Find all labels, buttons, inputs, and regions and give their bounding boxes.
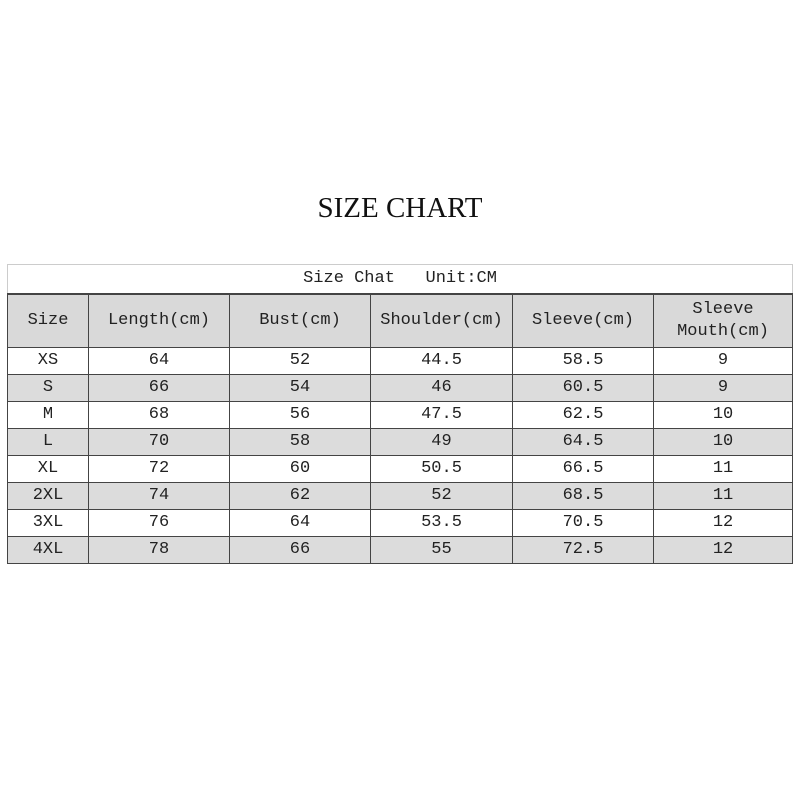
table-cell: L — [7, 428, 89, 456]
table-cell: 52 — [229, 347, 371, 375]
table-cell: 56 — [229, 401, 371, 429]
table-cell: 58.5 — [512, 347, 654, 375]
table-cell: 12 — [652, 536, 794, 564]
table-row: L 70 58 49 64.5 10 — [7, 428, 794, 456]
table-cell: 62 — [229, 482, 371, 510]
table-cell: 53.5 — [370, 509, 513, 537]
table-cell: 58 — [229, 428, 371, 456]
column-header: Sleeve Mouth(cm) — [652, 293, 794, 348]
column-header: Shoulder(cm) — [370, 293, 513, 348]
table-cell: 46 — [370, 374, 513, 402]
table-cell: 66 — [229, 536, 371, 564]
column-header: Sleeve(cm) — [512, 293, 654, 348]
table-cell: 10 — [652, 401, 794, 429]
table-cell: 64.5 — [512, 428, 654, 456]
header-row: Size Length(cm) Bust(cm) Shoulder(cm) Sleeve… — [7, 293, 794, 348]
table-row: 2XL 74 62 52 68.5 11 — [7, 482, 794, 510]
table-cell: 66 — [88, 374, 230, 402]
table-cell: 47.5 — [370, 401, 513, 429]
table-cell: 76 — [88, 509, 230, 537]
table-cell: XS — [7, 347, 89, 375]
table-cell: 68 — [88, 401, 230, 429]
table-cell: M — [7, 401, 89, 429]
table-cell: 3XL — [7, 509, 89, 537]
table-cell: 2XL — [7, 482, 89, 510]
table-cell: 70 — [88, 428, 230, 456]
table-cell: 66.5 — [512, 455, 654, 483]
table-cell: 49 — [370, 428, 513, 456]
table-cell: XL — [7, 455, 89, 483]
size-table: Size Chat Unit:CM Size Length(cm) Bust(cm)… — [6, 264, 794, 564]
table-cell: 74 — [88, 482, 230, 510]
column-header: Bust(cm) — [229, 293, 371, 348]
table-cell: 72 — [88, 455, 230, 483]
table-row: S 66 54 46 60.5 9 — [7, 374, 794, 402]
table-cell: 55 — [370, 536, 513, 564]
table-cell: 64 — [88, 347, 230, 375]
table-cell: 60 — [229, 455, 371, 483]
table-cell: 52 — [370, 482, 513, 510]
table-cell: S — [7, 374, 89, 402]
table-cell: 11 — [652, 482, 794, 510]
table-cell: 9 — [652, 347, 794, 375]
table-cell: 70.5 — [512, 509, 654, 537]
column-header: Size — [7, 293, 89, 348]
table-cell: 64 — [229, 509, 371, 537]
table-row: XS 64 52 44.5 58.5 9 — [7, 347, 794, 375]
table-cell: 62.5 — [512, 401, 654, 429]
table-row: XL 72 60 50.5 66.5 11 — [7, 455, 794, 483]
table-cell: 12 — [652, 509, 794, 537]
table-cell: 44.5 — [370, 347, 513, 375]
table-cell: 78 — [88, 536, 230, 564]
table-cell: 72.5 — [512, 536, 654, 564]
table-cell: 50.5 — [370, 455, 513, 483]
table-cell: 10 — [652, 428, 794, 456]
table-row: M 68 56 47.5 62.5 10 — [7, 401, 794, 429]
page-title: SIZE CHART — [317, 192, 483, 224]
table-row: 4XL 78 66 55 72.5 12 — [7, 536, 794, 564]
table-cell: 68.5 — [512, 482, 654, 510]
table-cell: 9 — [652, 374, 794, 402]
table-cell: 60.5 — [512, 374, 654, 402]
table-row: 3XL 76 64 53.5 70.5 12 — [7, 509, 794, 537]
table-cell: 11 — [652, 455, 794, 483]
table-caption: Size Chat Unit:CM — [6, 264, 794, 295]
table-cell: 4XL — [7, 536, 89, 564]
table-cell: 54 — [229, 374, 371, 402]
column-header: Length(cm) — [88, 293, 230, 348]
